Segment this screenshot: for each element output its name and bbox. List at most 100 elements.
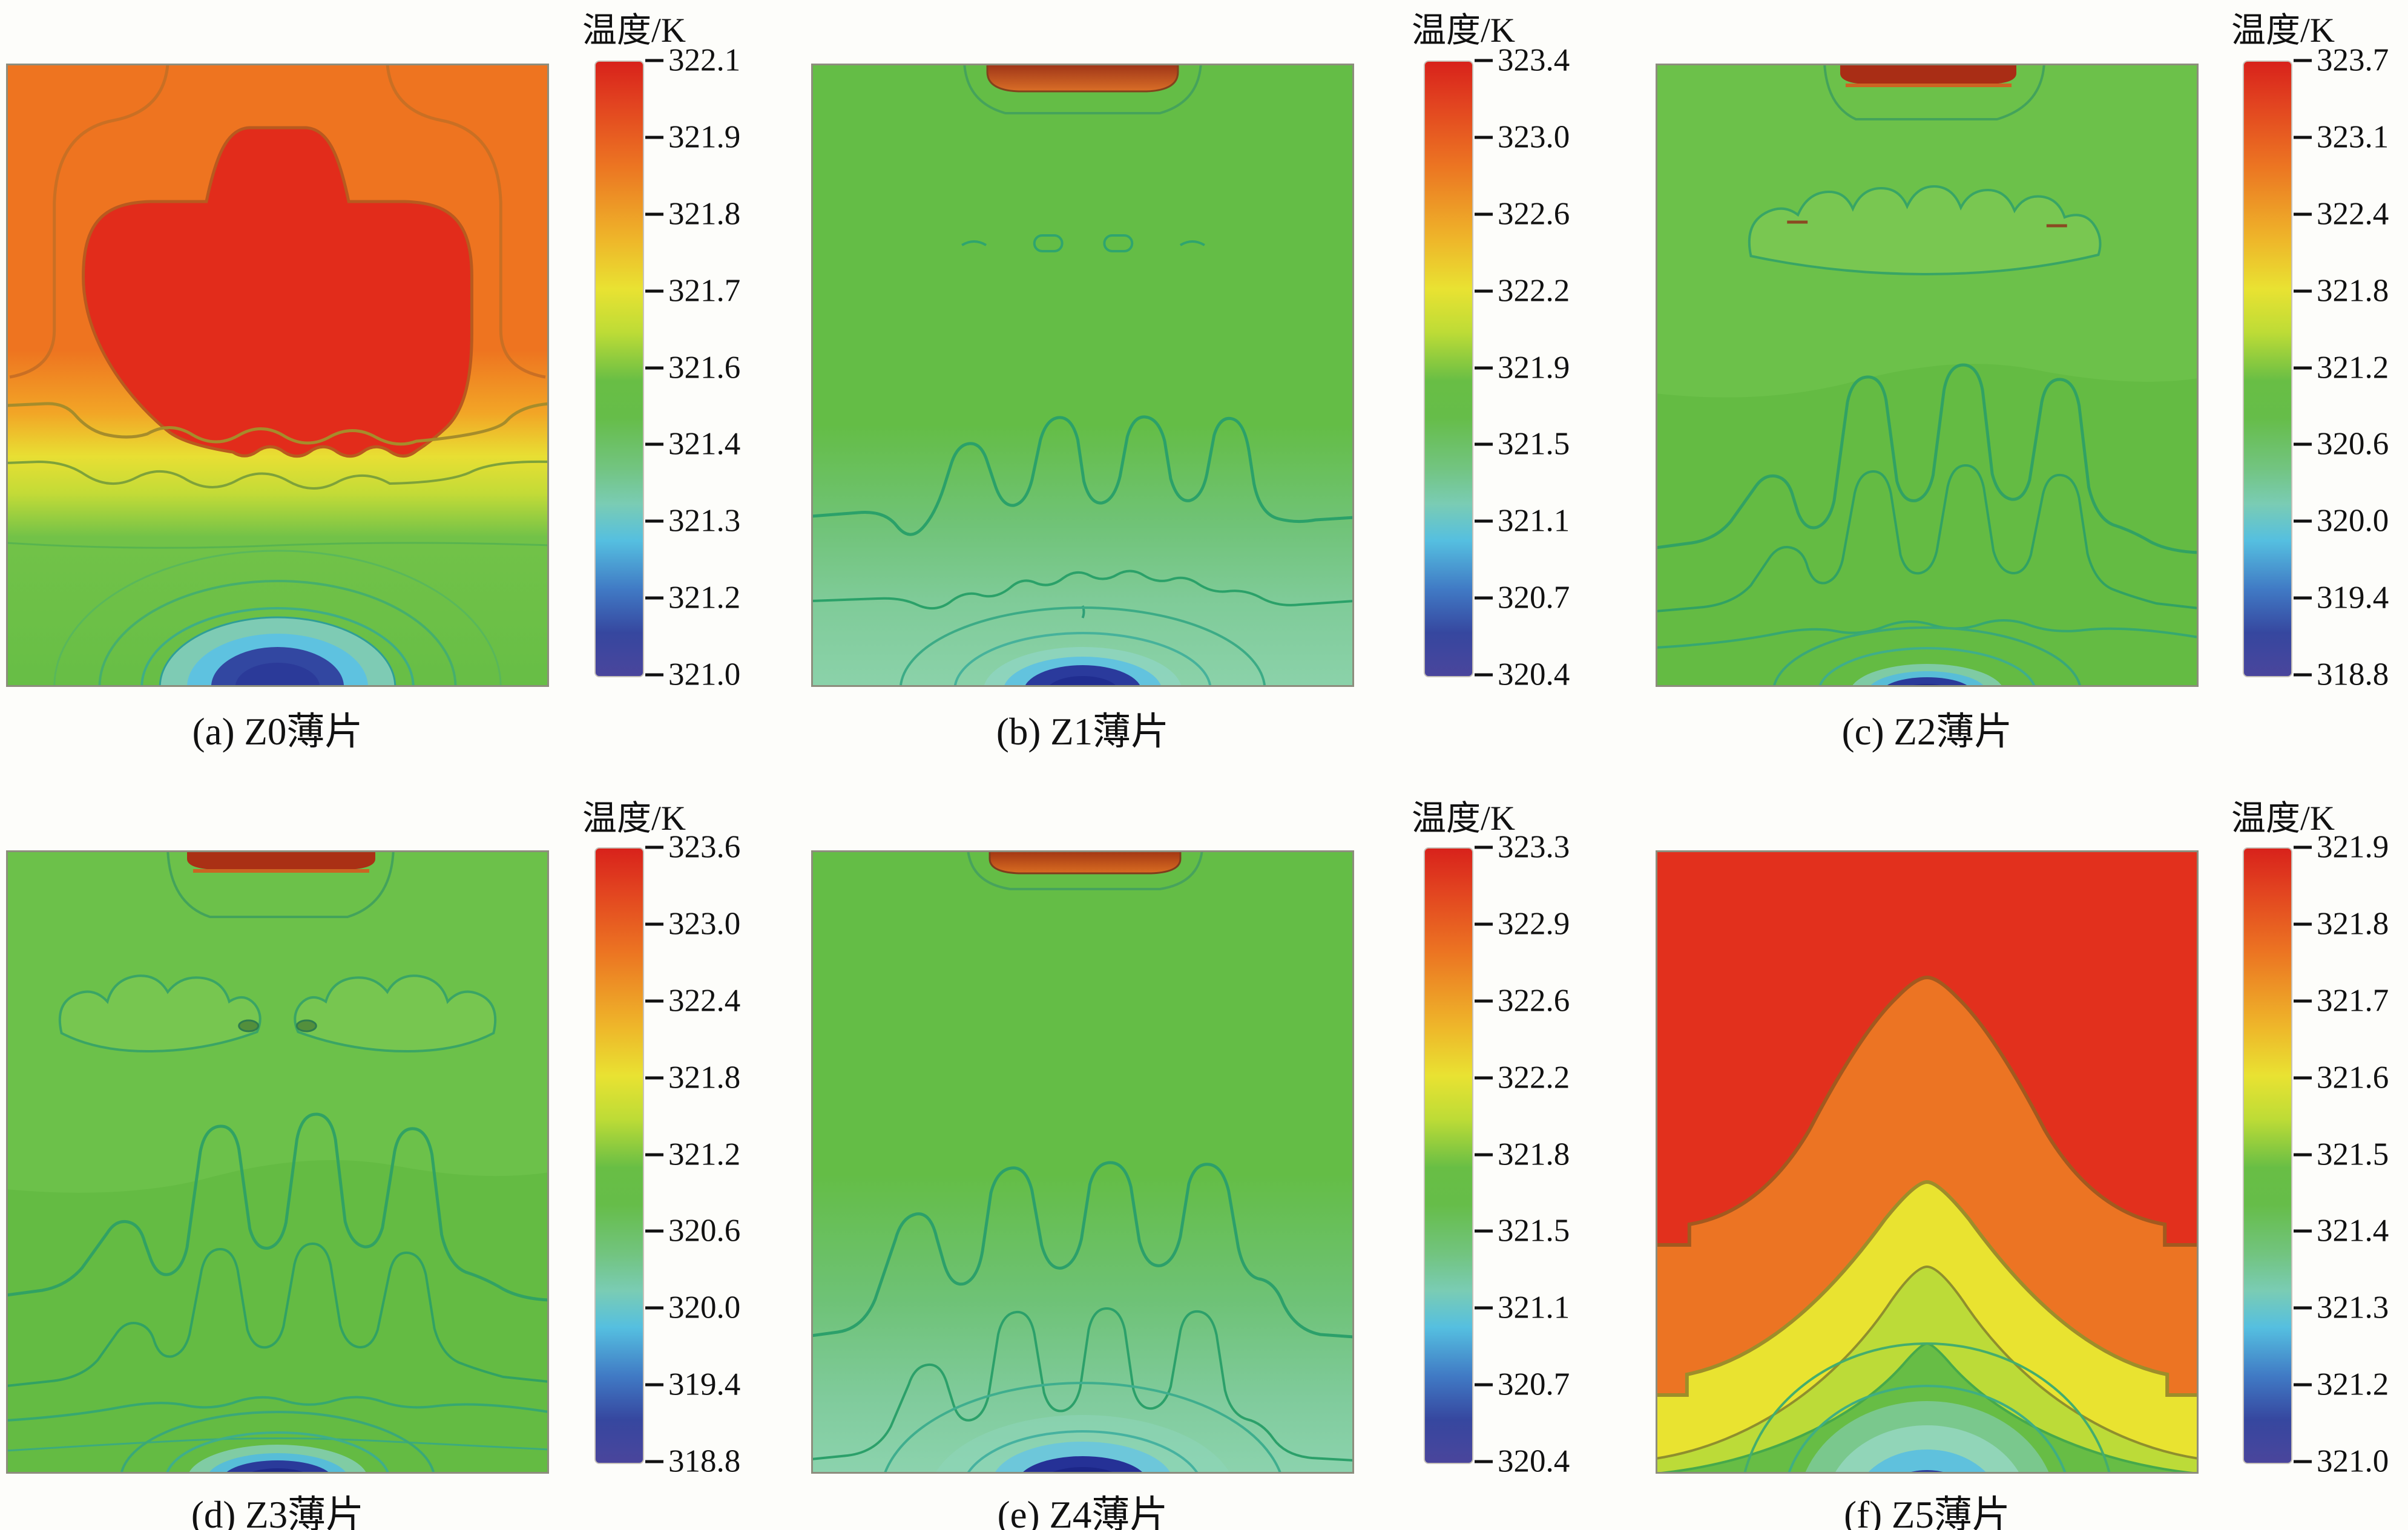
tick-mark (2294, 1229, 2312, 1233)
colorbar-tick: 320.0 (645, 1292, 740, 1324)
colorbar-tick: 320.6 (645, 1215, 740, 1247)
colorbar-tick: 321.5 (1475, 1215, 1570, 1247)
colorbar-tick: 321.8 (2294, 908, 2389, 940)
tick-mark (2294, 999, 2312, 1003)
colorbar-tick: 322.4 (645, 985, 740, 1017)
tick-mark (2294, 212, 2312, 216)
tick-mark (2294, 442, 2312, 446)
tick-mark (645, 922, 663, 926)
colorbar-tick: 321.0 (2294, 1445, 2389, 1478)
tick-mark (645, 212, 663, 216)
tick-mark (2294, 59, 2312, 62)
colorbar-tick: 323.4 (1475, 44, 1570, 77)
tick-mark (1475, 1229, 1493, 1233)
contour-plot-a (6, 64, 549, 687)
colorbar-tick: 321.8 (1475, 1138, 1570, 1170)
colorbar-title-b: 温度/K (1412, 11, 1515, 50)
colorbar-f (2243, 847, 2292, 1464)
colorbar-tick: 321.8 (2294, 275, 2389, 307)
colorbar-tick: 320.0 (2294, 505, 2389, 537)
colorbar-title-e: 温度/K (1412, 799, 1515, 838)
colorbar-ticks-f: 321.9 321.8 321.7 321.6 321.5 321.4 321.… (2294, 831, 2408, 1477)
tick-mark (1475, 519, 1493, 523)
tick-mark (645, 366, 663, 369)
tick-mark (1475, 366, 1493, 369)
colorbar-tick: 320.7 (1475, 1368, 1570, 1401)
panel-caption-b: (b) Z1薄片 (996, 711, 1169, 753)
colorbar-tick: 321.9 (2294, 831, 2389, 864)
tick-mark (1475, 845, 1493, 849)
colorbar-tick: 321.0 (645, 658, 740, 691)
tick-mark (2294, 136, 2312, 139)
colorbar-tick: 321.5 (1475, 428, 1570, 461)
contour-plot-d (6, 850, 549, 1474)
tick-mark (645, 999, 663, 1003)
panel-caption-a: (a) Z0薄片 (192, 711, 363, 753)
contour-plot-a-svg (6, 64, 549, 687)
tick-mark (645, 673, 663, 677)
colorbar-tick: 322.6 (1475, 198, 1570, 230)
tick-mark (2294, 845, 2312, 849)
tick-mark (1475, 1383, 1493, 1387)
tick-mark (645, 519, 663, 523)
colorbar-tick: 318.8 (645, 1445, 740, 1478)
tick-mark (1475, 136, 1493, 139)
tick-mark (2294, 673, 2312, 677)
tick-mark (645, 1460, 663, 1463)
colorbar-tick: 322.1 (645, 44, 740, 77)
colorbar-tick: 321.8 (645, 198, 740, 230)
tick-mark (1475, 922, 1493, 926)
colorbar-tick: 318.8 (2294, 658, 2389, 691)
colorbar-tick: 323.7 (2294, 44, 2389, 77)
tick-mark (2294, 922, 2312, 926)
tick-mark (1475, 212, 1493, 216)
panel-caption-d: (d) Z3薄片 (191, 1494, 364, 1530)
colorbar-b (1424, 61, 1473, 677)
colorbar-tick: 319.4 (2294, 582, 2389, 614)
tick-mark (1475, 1153, 1493, 1156)
colorbar-tick: 321.3 (645, 505, 740, 537)
colorbar-tick: 323.1 (2294, 121, 2389, 153)
panel-caption-c: (c) Z2薄片 (1841, 711, 2013, 753)
tick-mark (645, 596, 663, 600)
tick-mark (645, 1306, 663, 1310)
colorbar-tick: 321.6 (2294, 1062, 2389, 1094)
colorbar-title-c: 温度/K (2231, 11, 2335, 50)
colorbar-ticks-a: 322.1 321.9 321.8 321.7 321.6 321.4 321.… (645, 44, 863, 691)
colorbar-tick: 321.4 (645, 428, 740, 461)
contour-plot-e-svg (811, 850, 1354, 1474)
colorbar-tick: 319.4 (645, 1368, 740, 1401)
colorbar-tick: 321.5 (2294, 1138, 2389, 1170)
tick-mark (645, 1383, 663, 1387)
colorbar-tick: 323.3 (1475, 831, 1570, 864)
contour-plot-c-svg (1656, 64, 2199, 687)
tick-mark (1475, 999, 1493, 1003)
colorbar-tick: 322.6 (1475, 985, 1570, 1017)
tick-mark (1475, 59, 1493, 62)
colorbar-tick: 322.2 (1475, 1062, 1570, 1094)
tick-mark (1475, 442, 1493, 446)
colorbar-tick: 321.3 (2294, 1292, 2389, 1324)
tick-mark (2294, 1460, 2312, 1463)
contour-plot-d-svg (6, 850, 549, 1474)
colorbar-tick: 321.9 (645, 121, 740, 153)
tick-mark (645, 1153, 663, 1156)
colorbar-d (594, 847, 644, 1464)
tick-mark (1475, 289, 1493, 293)
tick-mark (645, 136, 663, 139)
contour-plot-f (1656, 850, 2199, 1474)
panel-caption-f: (f) Z5薄片 (1844, 1494, 2010, 1530)
colorbar-tick: 322.9 (1475, 908, 1570, 940)
colorbar-tick: 323.0 (1475, 121, 1570, 153)
colorbar-e (1424, 847, 1473, 1464)
colorbar-title-f: 温度/K (2231, 799, 2335, 838)
colorbar-tick: 322.4 (2294, 198, 2389, 230)
colorbar-tick: 321.9 (1475, 352, 1570, 384)
colorbar-ticks-d: 323.6 323.0 322.4 321.8 321.2 320.6 320.… (645, 831, 863, 1477)
colorbar-tick: 320.6 (2294, 428, 2389, 461)
tick-mark (2294, 1383, 2312, 1387)
tick-mark (2294, 1076, 2312, 1080)
tick-mark (645, 1229, 663, 1233)
colorbar-tick: 323.6 (645, 831, 740, 864)
